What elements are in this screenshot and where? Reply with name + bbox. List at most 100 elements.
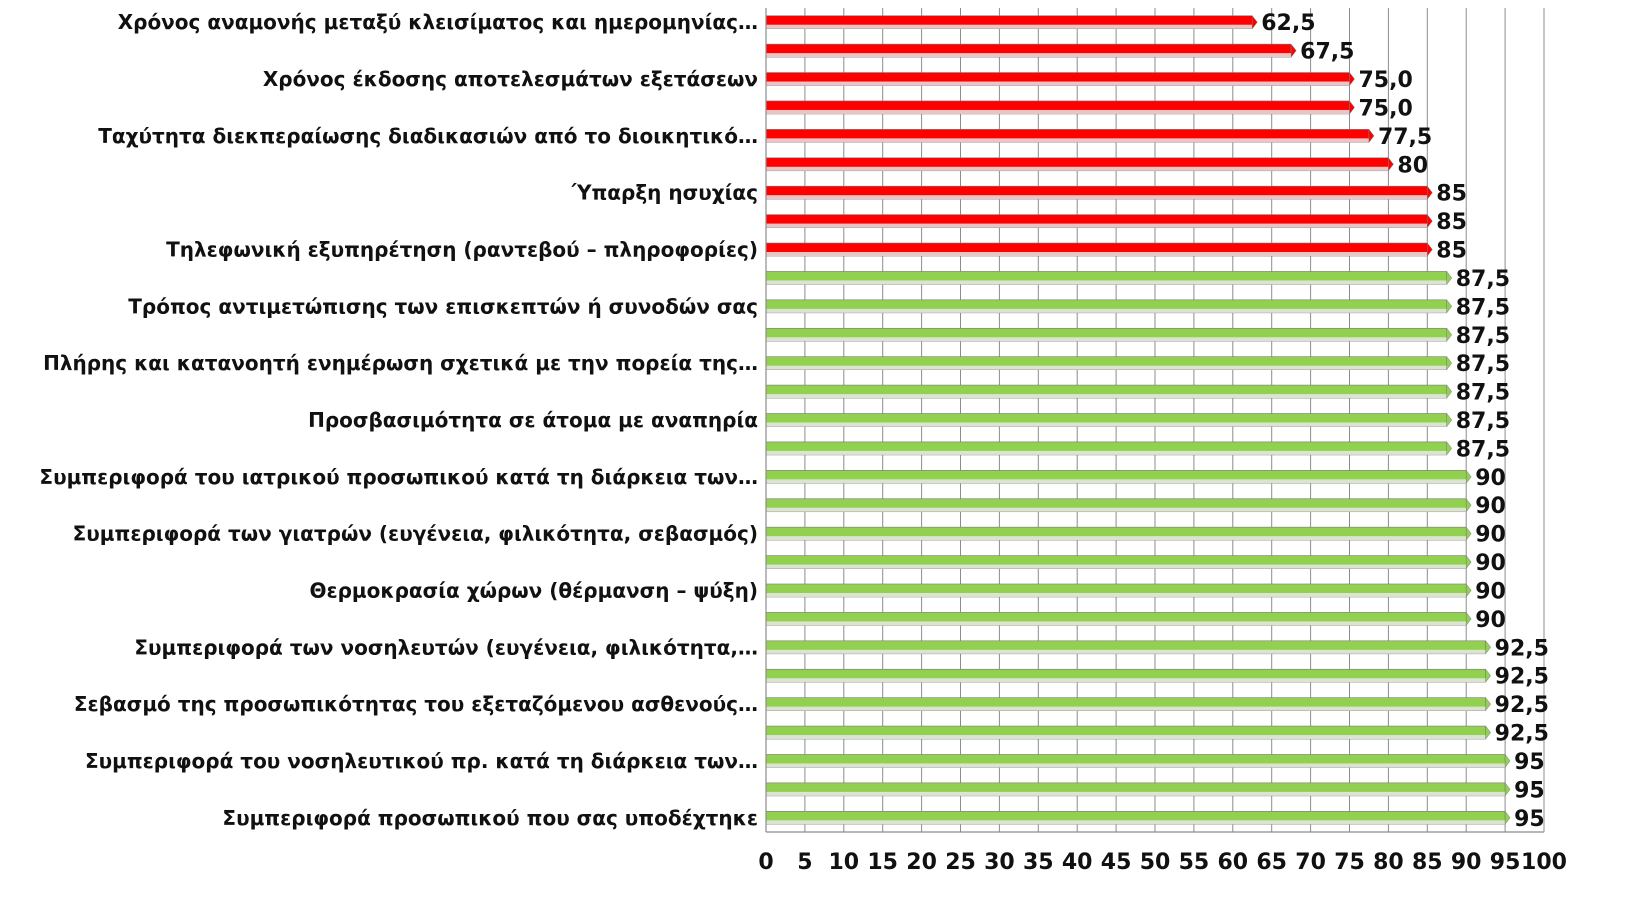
x-tick-label: 30: [984, 850, 1015, 875]
category-label: Ταχύτητα διεκπεραίωσης διαδικασιών από τ…: [98, 124, 758, 148]
category-label: Συμπεριφορά του νοσηλευτικού πρ. κατά τη…: [85, 749, 758, 773]
value-label: 92,5: [1495, 693, 1549, 718]
x-tick-label: 45: [1101, 850, 1132, 875]
x-tick-label: 0: [758, 850, 773, 875]
bar: [765, 71, 1355, 87]
bar: [765, 299, 1453, 314]
x-tick-label: 10: [828, 850, 859, 875]
bar: [765, 327, 1453, 342]
category-label: Τρόπος αντιμετώπισης των επισκεπτών ή συ…: [128, 294, 758, 318]
category-label: Τηλεφωνική εξυπηρέτηση (ραντεβού – πληρο…: [166, 238, 758, 262]
x-tick-label: 75: [1334, 850, 1365, 875]
x-tick-label: 15: [867, 850, 898, 875]
category-label: Χρόνος έκδοσης αποτελεσμάτων εξετάσεων: [263, 67, 758, 91]
bar: [765, 498, 1472, 513]
value-label: 92,5: [1495, 722, 1549, 747]
x-tick-label: 80: [1373, 850, 1404, 875]
value-labels: 62,567,575,075,077,58085858587,587,587,5…: [1261, 11, 1549, 832]
x-tick-label: 40: [1062, 850, 1093, 875]
value-label: 92,5: [1495, 665, 1549, 690]
x-tick-label: 70: [1295, 850, 1326, 875]
x-tick-label: 55: [1179, 850, 1210, 875]
value-label: 87,5: [1456, 352, 1510, 377]
bar: [765, 384, 1453, 399]
value-label: 95: [1514, 807, 1545, 832]
category-label: Συμπεριφορά των νοσηλευτών (ευγένεια, φι…: [134, 635, 758, 659]
bar: [765, 213, 1433, 229]
category-label: Χρόνος αναμονής μεταξύ κλεισίματος και η…: [118, 10, 758, 34]
bar: [765, 355, 1453, 371]
category-label: Ύπαρξη ησυχίας: [571, 181, 758, 205]
axes: [765, 8, 1544, 833]
x-tick-label: 90: [1451, 850, 1482, 875]
category-label: Πλήρης και κατανοητή ενημέρωση σχετικά μ…: [43, 351, 758, 375]
value-label: 90: [1475, 466, 1506, 491]
x-tick-label: 5: [797, 850, 812, 875]
value-label: 87,5: [1456, 409, 1510, 434]
value-label: 87,5: [1456, 295, 1510, 320]
category-label: Συμπεριφορά προσωπικού που σας υποδέχτηκ…: [222, 806, 758, 830]
x-tick-label: 50: [1140, 850, 1171, 875]
category-label: Θερμοκρασία χώρων (θέρμανση – ψύξη): [309, 578, 758, 602]
value-label: 90: [1475, 608, 1506, 633]
value-label: 90: [1475, 523, 1506, 548]
x-tick-label: 20: [906, 850, 937, 875]
x-tick-label: 85: [1412, 850, 1443, 875]
value-label: 75,0: [1359, 96, 1413, 121]
bar: [765, 128, 1375, 144]
bar: [765, 469, 1472, 485]
category-label: Προσβασιμότητα σε άτομα με αναπηρία: [308, 408, 758, 432]
bar: [765, 725, 1491, 740]
value-label: 62,5: [1261, 11, 1315, 36]
x-tick-label: 60: [1217, 850, 1248, 875]
value-label: 87,5: [1456, 437, 1510, 462]
bar: [765, 270, 1453, 286]
value-label: 77,5: [1378, 125, 1432, 150]
bar: [765, 640, 1491, 655]
category-label: Συμπεριφορά των γιατρών (ευγένεια, φιλικ…: [73, 522, 758, 546]
bars: [765, 14, 1511, 826]
bar: [765, 583, 1472, 598]
value-label: 92,5: [1495, 636, 1549, 661]
x-tick-label: 25: [945, 850, 976, 875]
value-label: 90: [1475, 579, 1506, 604]
bar: [765, 242, 1433, 257]
bar: [765, 185, 1433, 200]
value-label: 87,5: [1456, 381, 1510, 406]
bar: [765, 441, 1453, 456]
bar: [765, 157, 1394, 172]
bar: [765, 696, 1491, 712]
x-tick-label: 35: [1023, 850, 1054, 875]
category-label: Συμπεριφορά του ιατρικού προσωπικού κατά…: [39, 465, 758, 489]
x-tick-labels: 0 5 10 15 20 25 30 35 40 45 50 55 60 65 70 75 80 85 90 95 10…: [758, 850, 1567, 875]
value-label: 87,5: [1456, 267, 1510, 292]
bar: [765, 43, 1297, 58]
value-label: 67,5: [1300, 40, 1354, 65]
bar: [765, 14, 1258, 30]
value-label: 85: [1436, 182, 1467, 207]
x-tick-label: 65: [1256, 850, 1287, 875]
bar: [765, 668, 1491, 683]
value-label: 90: [1475, 494, 1506, 519]
bar: [765, 554, 1472, 570]
value-label: 95: [1514, 778, 1545, 803]
value-label: 90: [1475, 551, 1506, 576]
value-label: 75,0: [1359, 68, 1413, 93]
bar: [765, 753, 1511, 769]
value-label: 95: [1514, 750, 1545, 775]
bar: [765, 782, 1511, 797]
bar: [765, 412, 1453, 428]
category-labels: Χρόνος αναμονής μεταξύ κλεισίματος και η…: [39, 10, 758, 830]
x-tick-label: 100: [1521, 850, 1567, 875]
value-label: 85: [1436, 210, 1467, 235]
bar: [765, 526, 1472, 541]
value-label: 85: [1436, 239, 1467, 264]
category-label: Σεβασμό της προσωπικότητας του εξεταζόμε…: [74, 692, 758, 716]
value-label: 87,5: [1456, 324, 1510, 349]
bar: [765, 611, 1472, 627]
value-label: 80: [1397, 153, 1428, 178]
bar: [765, 100, 1355, 115]
x-tick-label: 95: [1490, 850, 1521, 875]
bar: [765, 810, 1511, 826]
